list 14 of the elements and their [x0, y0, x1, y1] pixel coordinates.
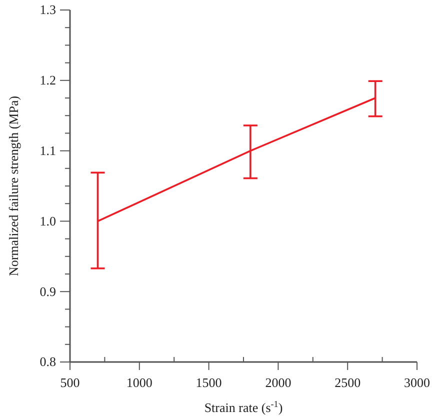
y-tick-label: 1.3 — [40, 2, 56, 18]
y-axis-title: Normalized failure strength (MPa) — [6, 96, 21, 276]
x-tick-label: 500 — [60, 375, 80, 390]
y-tick-label: 1.2 — [40, 72, 56, 88]
y-tick-label: 0.8 — [40, 354, 56, 370]
y-tick-label: 0.9 — [40, 284, 56, 299]
y-tick-label: 1.1 — [40, 142, 56, 158]
x-tick-label: 3000 — [404, 375, 430, 390]
y-tick-label: 1.0 — [40, 213, 56, 228]
x-tick-label: 1500 — [196, 375, 222, 390]
x-tick-label: 1000 — [126, 375, 152, 390]
x-axis-title: Strain rate (s$^{-1}$) — [204, 399, 283, 415]
x-tick-label: 2000 — [265, 375, 292, 390]
x-tick-label: 2500 — [334, 375, 361, 390]
